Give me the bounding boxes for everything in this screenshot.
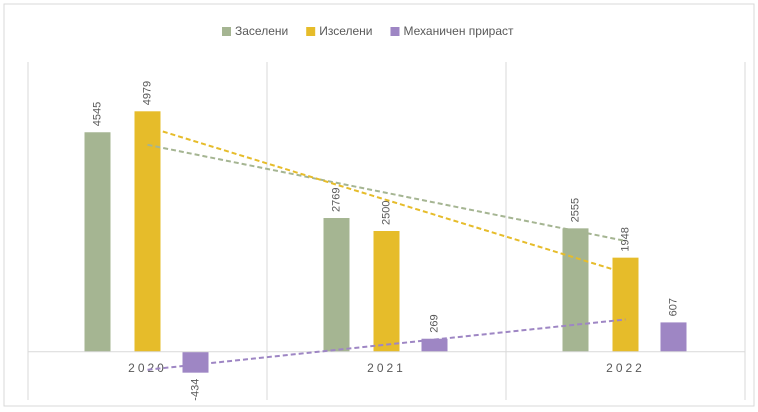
data-label: 2769	[330, 188, 342, 212]
x-tick-label: 2021	[367, 361, 406, 375]
legend-swatch	[306, 27, 316, 36]
data-label: 1948	[619, 227, 631, 251]
trendline	[147, 125, 626, 275]
bar	[660, 322, 687, 352]
bar	[134, 111, 161, 352]
legend-label: Механичен прираст	[403, 24, 514, 38]
bar	[323, 218, 350, 352]
legend-swatch	[390, 27, 400, 36]
bar	[182, 351, 209, 373]
data-label: 2500	[380, 201, 392, 225]
data-label: 4979	[141, 81, 153, 105]
x-tick-label: 2020	[128, 361, 167, 375]
trendline	[147, 318, 626, 371]
data-label: 269	[428, 314, 440, 332]
legend-label: Изселени	[319, 24, 372, 38]
legend-label: Заселени	[235, 24, 288, 38]
data-label: 607	[667, 298, 679, 316]
trendline	[147, 143, 626, 242]
data-label: 2555	[569, 198, 581, 222]
bar	[84, 132, 111, 352]
data-label: 4545	[91, 102, 103, 126]
bar	[612, 257, 639, 352]
bar	[562, 228, 589, 352]
legend-swatch	[222, 27, 231, 36]
data-label: -434	[189, 379, 201, 401]
x-tick-label: 2022	[606, 361, 645, 375]
bar	[421, 338, 448, 352]
bar	[373, 231, 400, 352]
